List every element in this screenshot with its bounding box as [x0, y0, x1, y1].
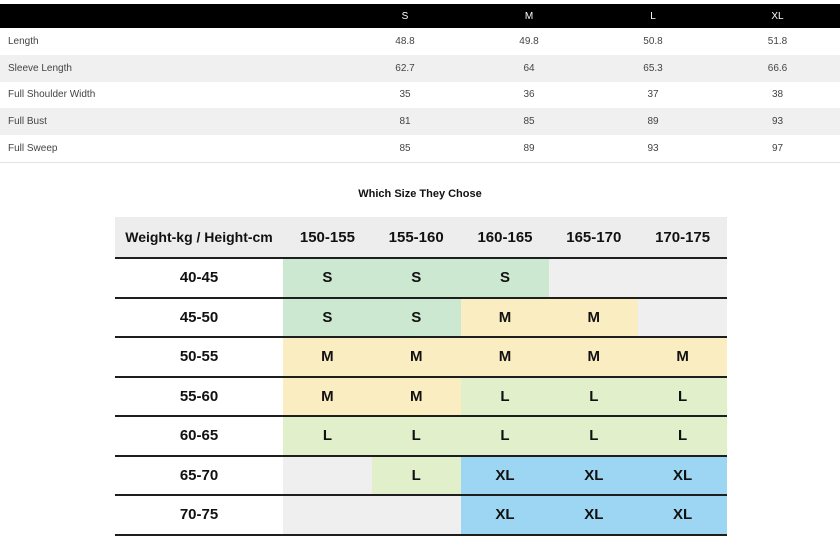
size-cell: L — [371, 417, 461, 455]
table-row: Length 48.8 49.8 50.8 51.8 — [0, 28, 840, 55]
size-cell: XL — [460, 456, 550, 494]
weight-range-label: 55-60 — [115, 377, 283, 415]
measurement-value: 97 — [771, 143, 784, 155]
measurement-label: Full Bust — [8, 116, 47, 128]
measurement-value: 89 — [647, 116, 659, 128]
table-row: 55-60 M M L L L — [115, 377, 727, 417]
height-range-header: 170-175 — [655, 228, 711, 246]
table-row: Full Bust 81 85 89 93 — [0, 108, 840, 136]
measurement-label: Full Shoulder Width — [8, 89, 96, 101]
measurement-label: Length — [8, 35, 39, 47]
size-cell: XL — [460, 496, 550, 534]
measurement-value: 49.8 — [519, 35, 539, 47]
table-row: Full Sweep 85 89 93 97 — [0, 135, 840, 163]
size-cell: M — [549, 338, 639, 376]
size-cell: L — [549, 417, 639, 455]
measurement-value: 93 — [647, 143, 659, 155]
measurement-value: 85 — [399, 143, 411, 155]
size-cell — [638, 259, 727, 297]
size-cell: S — [283, 298, 372, 336]
measurement-value: 38 — [771, 89, 784, 101]
measurement-value: 37 — [647, 89, 659, 101]
size-cell: XL — [549, 496, 639, 534]
size-cell — [638, 298, 727, 336]
table-row: 60-65 L L L L L — [115, 417, 727, 457]
measurement-value: 35 — [399, 89, 411, 101]
size-cell: XL — [638, 456, 727, 494]
size-cell: XL — [638, 496, 727, 534]
size-cell: M — [283, 377, 372, 415]
size-column-header: S — [401, 10, 409, 22]
size-cell — [283, 496, 372, 534]
size-cell: L — [638, 377, 727, 415]
size-cell — [371, 496, 461, 534]
size-cell: L — [371, 456, 461, 494]
measurement-value: 66.6 — [767, 62, 788, 74]
height-range-header: 160-165 — [477, 228, 533, 246]
height-range-header: 155-160 — [388, 228, 444, 246]
measurement-value: 48.8 — [395, 35, 415, 47]
measurement-value: 81 — [399, 116, 411, 128]
measurement-value: 89 — [523, 143, 535, 155]
size-cell: S — [460, 259, 550, 297]
measurement-label: Full Sweep — [8, 143, 58, 155]
table-row: Full Shoulder Width 35 36 37 38 — [0, 81, 840, 109]
measurement-value: 50.8 — [643, 35, 663, 47]
size-cell: S — [371, 259, 461, 297]
size-cell: S — [283, 259, 372, 297]
size-column-header: M — [524, 10, 534, 22]
section-title: Which Size They Chose — [358, 188, 482, 200]
measurement-value: 85 — [523, 116, 535, 128]
weight-range-label: 70-75 — [115, 496, 283, 534]
size-cell: M — [371, 377, 461, 415]
size-cell: M — [371, 338, 461, 376]
weight-range-label: 65-70 — [115, 456, 283, 494]
size-column-header: XL — [771, 10, 784, 22]
size-cell: XL — [549, 456, 639, 494]
weight-height-header: Weight-kg / Height-cm — [125, 229, 273, 245]
table-row: Sleeve Length 62.7 64 65.3 66.6 — [0, 54, 840, 82]
measurement-value: 64 — [523, 62, 535, 74]
measurement-value: 65.3 — [643, 62, 663, 74]
size-cell: M — [638, 338, 727, 376]
size-cell: L — [549, 377, 639, 415]
measurement-value: 62.7 — [395, 62, 415, 74]
weight-range-label: 40-45 — [115, 259, 283, 297]
measurement-value: 51.8 — [767, 35, 788, 47]
height-range-header: 165-170 — [566, 228, 622, 246]
measurement-label: Sleeve Length — [8, 62, 72, 74]
measurement-value: 93 — [771, 116, 784, 128]
size-selection-table: Weight-kg / Height-cm 150-155 155-160 16… — [115, 217, 727, 536]
measurement-table: S M L XL Length 48.8 49.8 50.8 51.8 Slee… — [0, 4, 840, 163]
table-row: 45-50 S S M M — [115, 298, 727, 338]
size-cell: L — [638, 417, 727, 455]
size-cell: M — [549, 298, 639, 336]
weight-range-label: 45-50 — [115, 298, 283, 336]
size-cell: M — [283, 338, 372, 376]
size-column-header: L — [650, 10, 656, 22]
table-row: 65-70 L XL XL XL — [115, 456, 727, 496]
table-row: 40-45 S S S — [115, 259, 727, 299]
measurement-table-header: S M L XL — [0, 4, 840, 28]
size-selection-header: Weight-kg / Height-cm 150-155 155-160 16… — [115, 217, 727, 259]
size-cell — [283, 456, 372, 494]
measurement-value: 36 — [523, 89, 535, 101]
table-row: 70-75 XL XL XL — [115, 496, 727, 536]
weight-range-label: 50-55 — [115, 338, 283, 376]
size-cell — [549, 259, 639, 297]
size-cell: L — [283, 417, 372, 455]
size-cell: L — [460, 377, 550, 415]
size-cell: S — [371, 298, 461, 336]
size-cell: M — [460, 338, 550, 376]
weight-range-label: 60-65 — [115, 417, 283, 455]
size-cell: L — [460, 417, 550, 455]
size-cell: M — [460, 298, 550, 336]
height-range-header: 150-155 — [299, 228, 355, 246]
table-row: 50-55 M M M M M — [115, 338, 727, 378]
